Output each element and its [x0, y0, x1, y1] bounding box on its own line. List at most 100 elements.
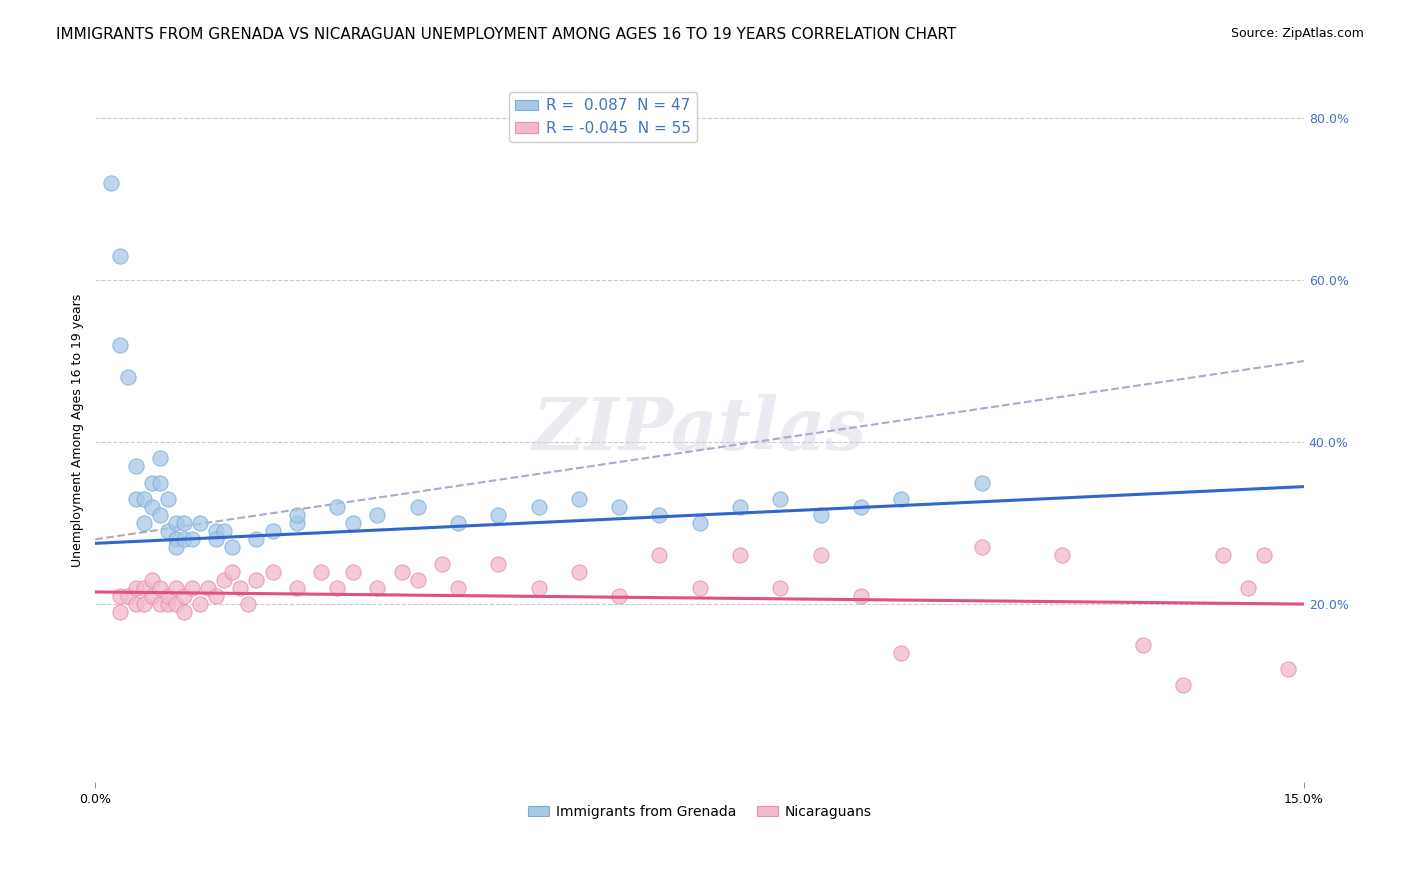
Point: [810, 549, 832, 563]
Point: [245, 533, 267, 547]
Point: [527, 500, 550, 514]
Point: [326, 581, 349, 595]
Point: [1277, 662, 1299, 676]
Point: [124, 459, 146, 474]
Point: [342, 516, 364, 530]
Point: [648, 549, 671, 563]
Point: [165, 541, 187, 555]
Point: [366, 508, 388, 522]
Point: [285, 508, 308, 522]
Point: [149, 581, 172, 595]
Point: [141, 475, 163, 490]
Point: [728, 500, 751, 514]
Point: [607, 500, 630, 514]
Point: [1171, 678, 1194, 692]
Point: [214, 573, 236, 587]
Point: [326, 500, 349, 514]
Point: [205, 533, 228, 547]
Point: [391, 565, 413, 579]
Point: [262, 565, 284, 579]
Point: [568, 491, 591, 506]
Point: [366, 581, 388, 595]
Point: [173, 533, 195, 547]
Point: [141, 589, 163, 603]
Point: [406, 573, 429, 587]
Point: [149, 475, 172, 490]
Point: [149, 451, 172, 466]
Point: [1132, 638, 1154, 652]
Point: [149, 508, 172, 522]
Point: [141, 573, 163, 587]
Point: [970, 541, 993, 555]
Point: [173, 589, 195, 603]
Point: [406, 500, 429, 514]
Point: [1253, 549, 1275, 563]
Text: Source: ZipAtlas.com: Source: ZipAtlas.com: [1230, 27, 1364, 40]
Point: [156, 524, 179, 538]
Point: [486, 557, 509, 571]
Point: [181, 581, 204, 595]
Point: [165, 533, 187, 547]
Point: [527, 581, 550, 595]
Point: [117, 370, 139, 384]
Point: [149, 597, 172, 611]
Point: [342, 565, 364, 579]
Point: [108, 338, 131, 352]
Point: [197, 581, 219, 595]
Point: [221, 541, 243, 555]
Point: [165, 516, 187, 530]
Point: [262, 524, 284, 538]
Point: [205, 524, 228, 538]
Point: [648, 508, 671, 522]
Point: [238, 597, 260, 611]
Point: [245, 573, 267, 587]
Point: [1052, 549, 1074, 563]
Point: [1212, 549, 1234, 563]
Point: [132, 581, 155, 595]
Point: [181, 533, 204, 547]
Point: [173, 605, 195, 619]
Point: [728, 549, 751, 563]
Point: [188, 597, 211, 611]
Point: [108, 605, 131, 619]
Point: [156, 589, 179, 603]
Point: [108, 249, 131, 263]
Point: [890, 646, 912, 660]
Point: [447, 516, 470, 530]
Legend: Immigrants from Grenada, Nicaraguans: Immigrants from Grenada, Nicaraguans: [522, 799, 877, 825]
Point: [165, 581, 187, 595]
Point: [156, 491, 179, 506]
Point: [229, 581, 252, 595]
Point: [309, 565, 332, 579]
Point: [285, 516, 308, 530]
Text: ZIPatlas: ZIPatlas: [533, 394, 866, 466]
Point: [486, 508, 509, 522]
Point: [132, 516, 155, 530]
Point: [205, 589, 228, 603]
Text: IMMIGRANTS FROM GRENADA VS NICARAGUAN UNEMPLOYMENT AMONG AGES 16 TO 19 YEARS COR: IMMIGRANTS FROM GRENADA VS NICARAGUAN UN…: [56, 27, 956, 42]
Point: [173, 516, 195, 530]
Point: [769, 491, 792, 506]
Point: [132, 597, 155, 611]
Point: [132, 491, 155, 506]
Point: [849, 589, 872, 603]
Point: [141, 500, 163, 514]
Point: [124, 491, 146, 506]
Point: [124, 597, 146, 611]
Point: [117, 589, 139, 603]
Point: [970, 475, 993, 490]
Point: [568, 565, 591, 579]
Point: [188, 516, 211, 530]
Point: [156, 597, 179, 611]
Point: [285, 581, 308, 595]
Point: [689, 581, 711, 595]
Point: [890, 491, 912, 506]
Point: [214, 524, 236, 538]
Point: [1236, 581, 1258, 595]
Y-axis label: Unemployment Among Ages 16 to 19 years: Unemployment Among Ages 16 to 19 years: [72, 293, 84, 566]
Point: [689, 516, 711, 530]
Point: [769, 581, 792, 595]
Point: [124, 581, 146, 595]
Point: [221, 565, 243, 579]
Point: [447, 581, 470, 595]
